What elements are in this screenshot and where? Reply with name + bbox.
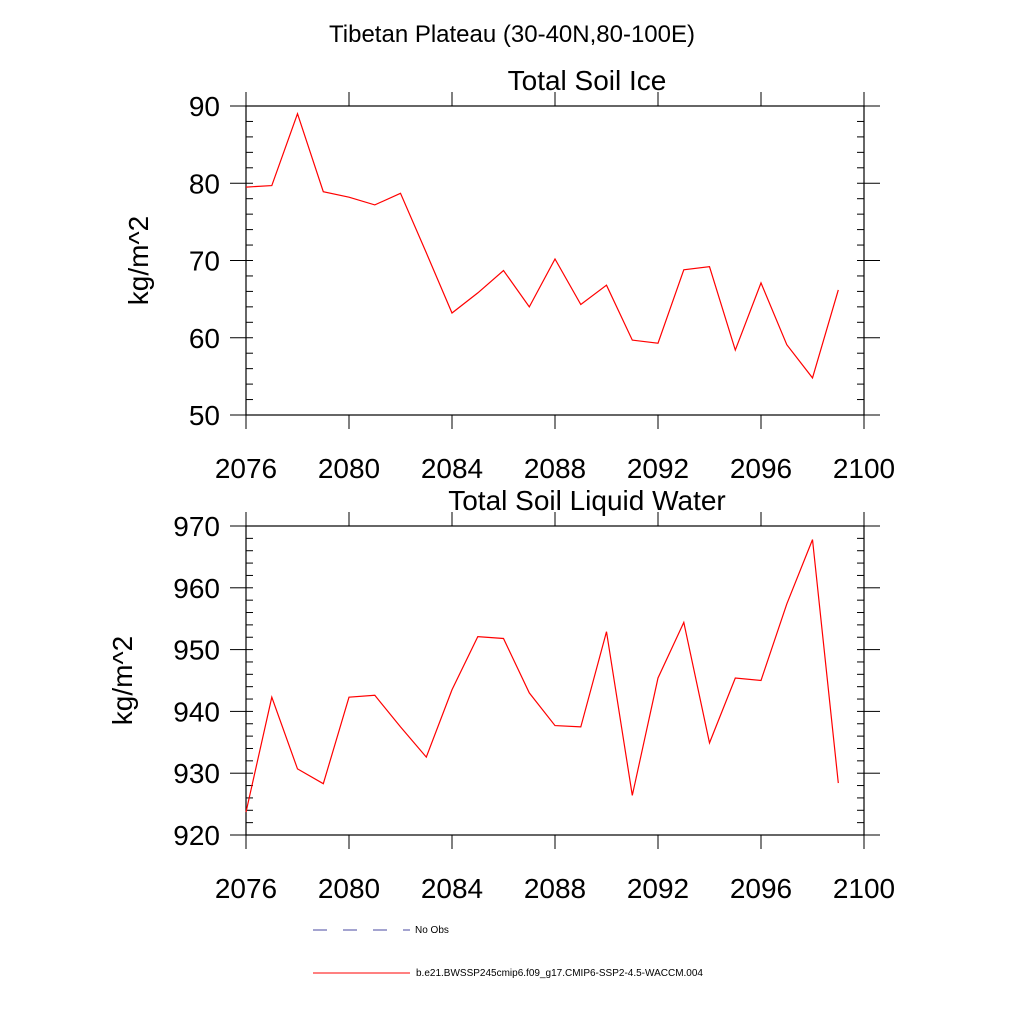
soil-liquid-series-line [245, 539, 839, 813]
soil-liquid-ytick-label: 920 [173, 820, 220, 851]
soil-ice-xtick-label: 2084 [421, 453, 483, 484]
soil-liquid-ytick-label: 930 [173, 758, 220, 789]
soil-ice-ytick-label: 90 [189, 91, 220, 122]
soil-ice-xtick-label: 2100 [833, 453, 895, 484]
soil-ice-xtick-label: 2088 [524, 453, 586, 484]
soil-ice-panel-title: Total Soil Ice [508, 65, 667, 96]
soil-liquid-xtick-label: 2084 [421, 873, 483, 904]
soil-liquid-xtick-label: 2096 [730, 873, 792, 904]
soil-liquid-ytick-label: 970 [173, 511, 220, 542]
figure-title: Tibetan Plateau (30-40N,80-100E) [329, 21, 695, 48]
soil-liquid-xtick-label: 2076 [215, 873, 277, 904]
soil-ice-xtick-label: 2080 [318, 453, 380, 484]
legend-label-model: b.e21.BWSSP245cmip6.f09_g17.CMIP6-SSP2-4… [416, 968, 703, 979]
soil-ice-xtick-label: 2092 [627, 453, 689, 484]
soil-liquid-xtick-label: 2100 [833, 873, 895, 904]
soil-ice-ytick-label: 50 [189, 400, 220, 431]
legend: No Obs b.e21.BWSSP245cmip6.f09_g17.CMIP6… [313, 925, 703, 979]
soil-liquid-panel-title: Total Soil Liquid Water [448, 485, 726, 516]
soil-ice-series-line [245, 111, 839, 380]
soil-liquid-ytick-label: 940 [173, 696, 220, 727]
soil-liquid-ytick-label: 960 [173, 573, 220, 604]
soil-liquid-ylabel: kg/m^2 [107, 636, 138, 725]
soil-ice-ytick-label: 60 [189, 323, 220, 354]
panel-total-soil-ice: 2076 2080 2084 2088 2092 2096 2100 50 60 70 80 90 To… [123, 65, 895, 484]
soil-liquid-plot-frame [245, 525, 865, 836]
soil-ice-xtick-label: 2076 [215, 453, 277, 484]
soil-ice-ytick-label: 80 [189, 168, 220, 199]
soil-liquid-ytick-label: 950 [173, 635, 220, 666]
panel-total-soil-liquid-water: 2076 2080 2084 2088 2092 2096 2100 920 930 940 950… [107, 485, 895, 904]
legend-label-no-obs: No Obs [415, 925, 449, 936]
soil-ice-ytick-label: 70 [189, 246, 220, 277]
soil-ice-plot-frame [245, 105, 865, 416]
soil-liquid-xtick-label: 2088 [524, 873, 586, 904]
soil-liquid-xtick-label: 2080 [318, 873, 380, 904]
soil-ice-xtick-label: 2096 [730, 453, 792, 484]
soil-ice-ylabel: kg/m^2 [123, 216, 154, 305]
soil-liquid-xtick-label: 2092 [627, 873, 689, 904]
